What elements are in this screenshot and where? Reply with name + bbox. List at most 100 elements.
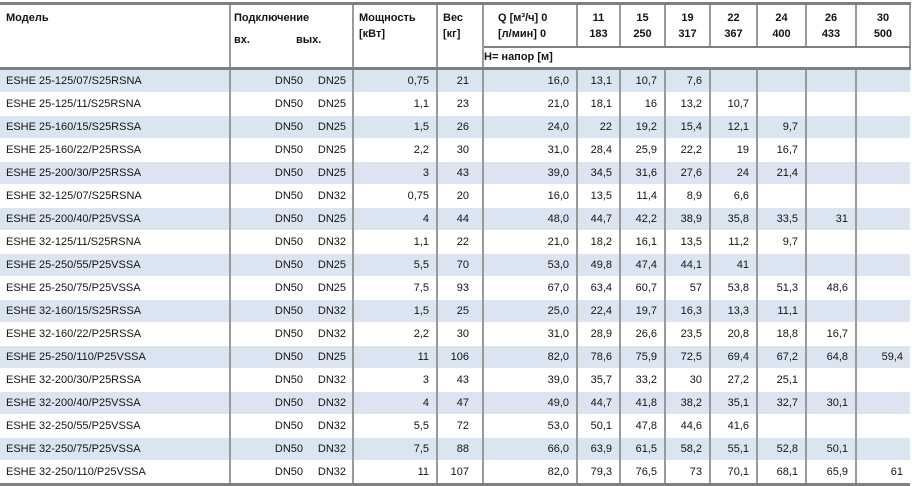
head-cell: 13,5 <box>665 230 711 254</box>
flow-m3h-value: 26 <box>824 12 838 24</box>
head-cell: 57 <box>665 276 711 300</box>
head-cell: 24 <box>710 161 758 185</box>
column-header-weight: Вес [кг] <box>437 3 484 70</box>
head-cell <box>856 184 910 208</box>
head-cell: 55,1 <box>710 437 758 461</box>
power-cell: 5,5 <box>353 414 438 438</box>
model-cell: ESHE 32-160/15/S25RSSA <box>0 299 231 323</box>
head-cell <box>856 92 910 116</box>
column-header-connection: Подключение вх. вых. <box>230 3 354 70</box>
power-cell: 3 <box>353 161 438 185</box>
head-cell: 13,2 <box>665 92 711 116</box>
table-row: ESHE 32-160/22/P25RSSA DN50 DN32 2,2 30 31,0 2… <box>0 322 910 346</box>
table-header: Модель Подключение вх. вых. Мощность [кВ… <box>0 3 911 70</box>
head-cell <box>856 207 910 231</box>
power-cell: 0,75 <box>353 68 438 93</box>
head-cell: 39,0 <box>483 161 578 185</box>
weight-cell: 26 <box>437 115 484 139</box>
head-cell: 9,7 <box>757 230 807 254</box>
power-cell: 4 <box>353 207 438 231</box>
column-header-flow-zero: Q [м³/ч] 0 [л/мин] 0 <box>483 3 578 48</box>
model-cell: ESHE 32-200/30/P25RSSA <box>0 368 231 392</box>
head-cell: 44,6 <box>665 414 711 438</box>
head-cell: 28,4 <box>577 138 621 162</box>
head-cell <box>806 138 857 162</box>
power-cell: 7,5 <box>353 437 438 461</box>
head-cell: 42,2 <box>620 207 666 231</box>
weight-unit-label: [кг] <box>443 28 461 40</box>
head-cell: 6,6 <box>710 184 758 208</box>
model-cell: ESHE 25-250/55/P25VSSA <box>0 253 231 277</box>
model-cell: ESHE 32-250/75/P25VSSA <box>0 437 231 461</box>
head-cell: 22 <box>577 115 621 139</box>
outlet-cell: DN25 <box>306 253 354 277</box>
head-cell: 13,1 <box>577 68 621 93</box>
model-cell: ESHE 32-250/110/P25VSSA <box>0 460 231 485</box>
outlet-cell: DN25 <box>306 207 354 231</box>
weight-cell: 23 <box>437 92 484 116</box>
outlet-cell: DN32 <box>306 460 354 485</box>
head-cell: 66,0 <box>483 437 578 461</box>
model-cell: ESHE 25-160/15/S25RSSA <box>0 115 231 139</box>
head-cell <box>806 115 857 139</box>
table-row: ESHE 32-200/30/P25RSSA DN50 DN32 3 43 39,0 35,… <box>0 368 910 392</box>
head-cell: 19,7 <box>620 299 666 323</box>
head-cell: 52,8 <box>757 437 807 461</box>
weight-cell: 72 <box>437 414 484 438</box>
head-cell: 16,1 <box>620 230 666 254</box>
head-cell <box>806 68 857 93</box>
table-row: ESHE 32-250/55/P25VSSA DN50 DN32 5,5 72 53,0 5… <box>0 414 910 438</box>
head-cell: 11,4 <box>620 184 666 208</box>
table-row: ESHE 25-250/110/P25VSSA DN50 DN25 11 106 82,0… <box>0 345 910 369</box>
power-cell: 11 <box>353 345 438 369</box>
power-cell: 2,2 <box>353 138 438 162</box>
outlet-cell: DN25 <box>306 138 354 162</box>
head-cell: 18,2 <box>577 230 621 254</box>
head-cell: 48,0 <box>483 207 578 231</box>
head-cell: 33,2 <box>620 368 666 392</box>
inlet-cell: DN50 <box>230 253 306 277</box>
head-cell <box>710 68 758 93</box>
power-cell: 3 <box>353 368 438 392</box>
head-cell: 12,1 <box>710 115 758 139</box>
inlet-cell: DN50 <box>230 299 306 323</box>
table-body: ESHE 25-125/07/S25RSNA DN50 DN25 0,75 21 16,0… <box>0 68 910 485</box>
head-cell <box>856 437 910 461</box>
head-cell: 82,0 <box>483 460 578 485</box>
weight-cell: 25 <box>437 299 484 323</box>
outlet-cell: DN25 <box>306 68 354 93</box>
table-row: ESHE 25-160/15/S25RSSA DN50 DN25 1,5 26 24,0 2… <box>0 115 910 139</box>
head-cell: 44,7 <box>577 391 621 415</box>
column-header-flow-19: 19 317 <box>665 3 711 48</box>
head-cell: 20,8 <box>710 322 758 346</box>
column-header-flow-24: 24 400 <box>757 3 807 48</box>
head-cell: 44,7 <box>577 207 621 231</box>
head-cell: 26,6 <box>620 322 666 346</box>
head-cell <box>757 184 807 208</box>
flow-m3h-value: 24 <box>775 12 788 24</box>
head-cell: 76,5 <box>620 460 666 485</box>
head-cell: 9,7 <box>757 115 807 139</box>
head-cell: 30 <box>665 368 711 392</box>
table-row: ESHE 25-125/07/S25RSNA DN50 DN25 0,75 21 16,0… <box>0 68 910 93</box>
column-header-flow-30: 30 500 <box>856 3 911 48</box>
head-cell: 16,0 <box>483 184 578 208</box>
head-cell: 41 <box>710 253 758 277</box>
head-cell: 16,0 <box>483 68 578 93</box>
weight-cell: 20 <box>437 184 484 208</box>
power-unit-label: [кВт] <box>359 28 386 40</box>
column-header-flow-22: 22 367 <box>710 3 758 48</box>
head-cell <box>856 322 910 346</box>
inlet-cell: DN50 <box>230 460 306 485</box>
head-cell <box>806 368 857 392</box>
head-cell: 19,2 <box>620 115 666 139</box>
head-cell: 30,1 <box>806 391 857 415</box>
head-cell: 13,3 <box>710 299 758 323</box>
weight-label: Вес <box>443 12 464 24</box>
head-cell: 53,0 <box>483 414 578 438</box>
head-cell: 75,9 <box>620 345 666 369</box>
flow-lmin-value: 183 <box>589 28 608 40</box>
head-cell <box>757 92 807 116</box>
head-cell: 24,0 <box>483 115 578 139</box>
